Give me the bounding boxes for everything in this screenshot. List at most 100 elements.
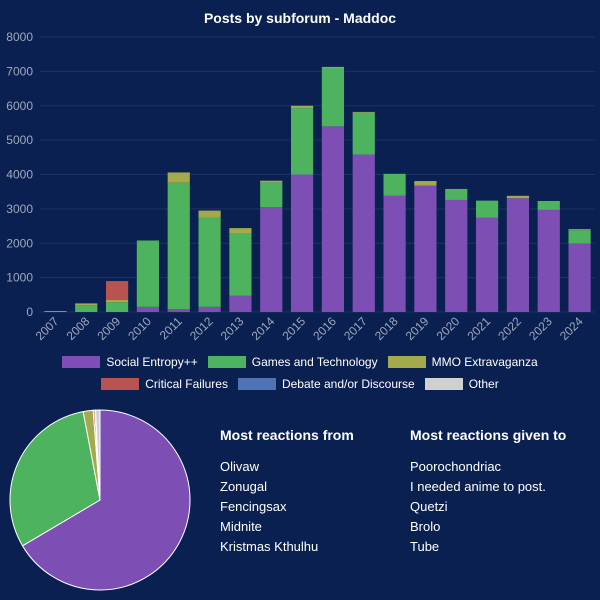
x-tick-label: 2009	[94, 314, 123, 343]
bar-segment	[105, 302, 129, 312]
bar-segment	[167, 182, 190, 310]
bar-segment	[321, 66, 345, 68]
pie-slice	[21, 409, 191, 591]
bar-segment	[260, 180, 283, 183]
bar-segment	[44, 310, 67, 312]
y-tick-label: 4000	[6, 168, 33, 182]
bar-segment	[290, 108, 314, 175]
bar-segment	[167, 172, 190, 183]
y-tick-label: 2000	[6, 236, 33, 250]
bar-segment	[383, 173, 406, 196]
y-tick-label: 1000	[6, 271, 33, 285]
list-item: Olivaw	[220, 459, 260, 474]
x-tick-label: 2021	[464, 314, 493, 343]
bar-segment	[475, 217, 499, 312]
legend-swatch	[424, 378, 463, 390]
bar-segment	[260, 207, 283, 312]
stacked-bar-chart: Posts by subforum - Maddoc 0 1000 2000 3000 4…	[6, 10, 595, 343]
legend-swatch	[237, 378, 276, 390]
legend-swatch	[387, 356, 426, 368]
bar-segment	[352, 154, 375, 312]
legend-item: Social Entropy++	[62, 355, 198, 369]
bar-segment	[445, 199, 468, 312]
bar-segment	[198, 306, 221, 312]
x-tick-label: 2011	[157, 314, 185, 342]
bar-segment	[352, 112, 375, 155]
bar-segment	[198, 210, 221, 218]
x-tick-label: 2018	[372, 314, 401, 343]
chart-legend-row-2: Critical Failures Debate and/or Discourse…	[0, 377, 600, 391]
bar-segment	[414, 185, 437, 312]
legend-item: MMO Extravaganza	[387, 355, 538, 369]
x-tick-label: 2008	[64, 314, 93, 343]
bar-segment	[105, 299, 129, 303]
bar-segment	[445, 188, 468, 190]
bar-segment	[198, 217, 221, 307]
bar-segment	[506, 195, 530, 199]
legend-item: Debate and/or Discourse	[237, 377, 415, 391]
x-tick-label: 2017	[341, 314, 370, 343]
x-tick-label: 2020	[434, 314, 463, 343]
legend-label: Debate and/or Discourse	[281, 377, 415, 391]
x-tick-label: 2014	[249, 314, 278, 343]
bar-segment	[321, 126, 345, 312]
bar-segment	[383, 195, 406, 312]
legend-label: Critical Failures	[145, 377, 228, 391]
list-item: Midnite	[220, 519, 262, 534]
x-tick-label: 2007	[33, 314, 62, 343]
bar-segment	[475, 200, 499, 218]
bar-segment	[352, 111, 375, 113]
pie-slice	[9, 411, 101, 547]
y-tick-label: 8000	[6, 30, 33, 44]
x-tick-label: 2023	[526, 314, 555, 343]
x-tick-label: 2013	[218, 314, 247, 343]
x-tick-label: 2012	[187, 314, 216, 343]
bar-segment	[506, 198, 530, 312]
bar-segment	[414, 181, 437, 186]
bar-segment	[105, 281, 129, 300]
y-tick-label: 5000	[6, 133, 33, 147]
legend-swatch	[207, 356, 246, 368]
y-tick-label: 7000	[6, 64, 33, 78]
y-tick-label: 0	[26, 305, 33, 319]
bar-segment	[229, 228, 252, 234]
x-tick-label: 2022	[495, 314, 524, 343]
x-tick-label: 2015	[279, 314, 308, 343]
most-reactions-from-panel: Most reactions from Olivaw Zonugal Fenci…	[220, 427, 354, 557]
legend-item: Critical Failures	[101, 377, 228, 391]
bar-segment	[260, 182, 283, 208]
x-tick-label: 2016	[310, 314, 339, 343]
bar-segment	[537, 209, 560, 312]
list-item: Poorochondriac	[410, 459, 502, 474]
bar-segment	[290, 105, 314, 109]
y-tick-label: 3000	[6, 202, 33, 216]
most-reactions-given-panel: Most reactions given to Poorochondriac I…	[410, 427, 566, 557]
list-item: Fencingsax	[220, 499, 287, 514]
most-reactions-given-heading: Most reactions given to	[410, 427, 567, 443]
bar-segment	[568, 229, 591, 231]
legend-label: Other	[468, 377, 499, 391]
bar-segment	[136, 240, 160, 307]
chart-legend-row-1: Social Entropy++ Games and Technology MMO …	[0, 355, 600, 369]
legend-item: Games and Technology	[207, 355, 378, 369]
bar-segment	[167, 309, 190, 312]
x-tick-label: 2019	[403, 314, 432, 343]
bar-segment	[568, 230, 591, 244]
legend-label: Games and Technology	[251, 355, 378, 369]
most-reactions-given-list: Poorochondriac I needed anime to post. Q…	[410, 457, 566, 557]
legend-label: MMO Extravaganza	[431, 355, 538, 369]
pie-slice	[94, 409, 101, 501]
bar-segment	[445, 189, 468, 200]
x-tick-label: 2010	[125, 314, 154, 343]
legend-swatch	[62, 356, 101, 368]
bar-segment	[568, 243, 591, 312]
list-item: Kristmas Kthulhu	[220, 539, 319, 554]
list-item: I needed anime to post.	[410, 479, 546, 494]
bar-segment	[75, 303, 98, 306]
list-item: Zonugal	[220, 479, 267, 494]
bar-segment	[136, 306, 160, 312]
most-reactions-from-list: Olivaw Zonugal Fencingsax Midnite Kristm…	[220, 457, 354, 557]
legend-swatch	[101, 378, 140, 390]
most-reactions-from-heading: Most reactions from	[220, 427, 354, 443]
y-tick-label: 6000	[6, 99, 33, 113]
